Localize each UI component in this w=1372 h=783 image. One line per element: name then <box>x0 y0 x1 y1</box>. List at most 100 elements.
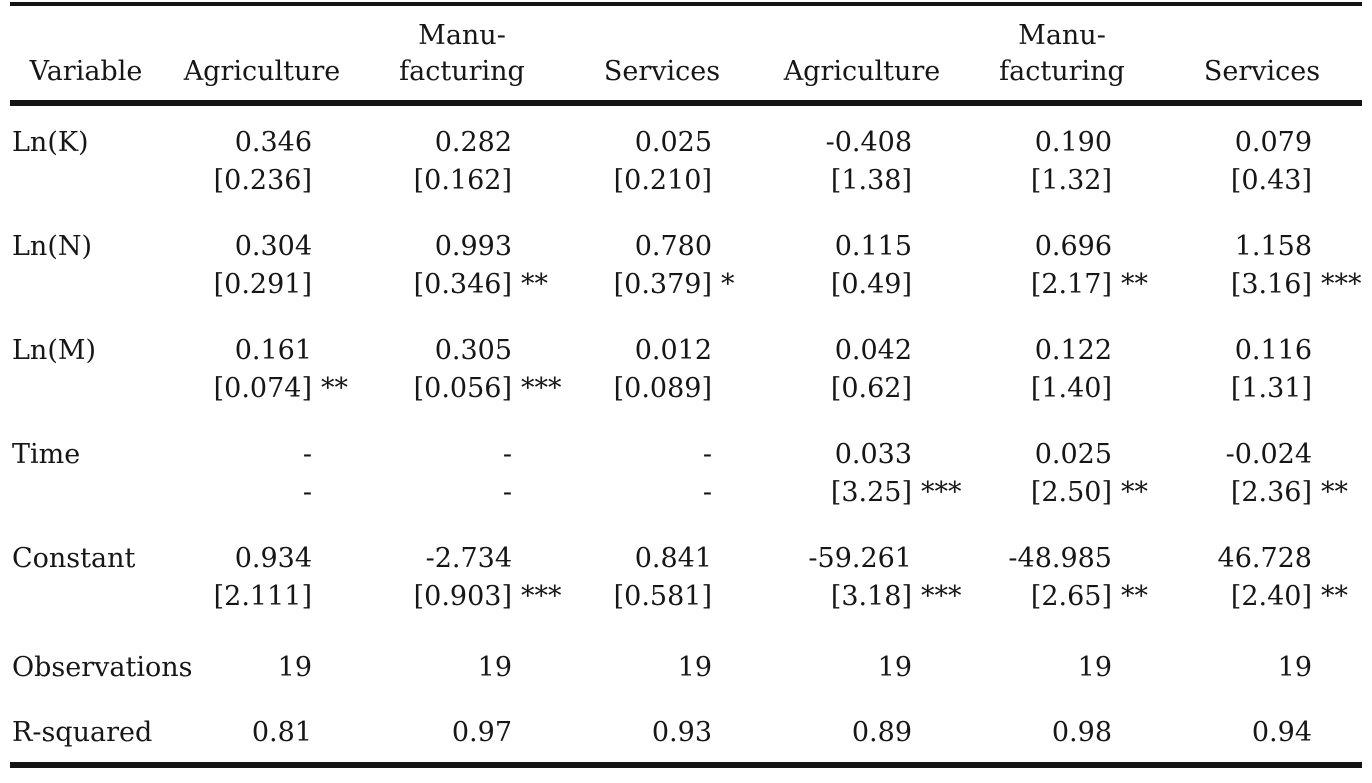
column-header-manufacturing-2: Manu- facturing <box>962 4 1162 106</box>
row-label: Ln(M) <box>12 335 97 366</box>
table-row-lnn: Ln(N) 0.304 [0.291] 0.993 [0.346] ** 0.78… <box>10 210 1362 314</box>
significance-stars: *** <box>1321 269 1362 300</box>
coefficient-value: - <box>502 439 512 470</box>
column-header-variable: Variable <box>10 4 162 106</box>
r-squared-value: 0.93 <box>651 717 712 748</box>
coefficient-value: 0.025 <box>634 127 712 158</box>
coefficient-value: 0.841 <box>634 543 712 574</box>
table-row-r-squared: R-squared 0.81 0.97 0.93 0.89 0.98 0.94 <box>10 695 1362 765</box>
standard-error-value: [2.40] <box>1230 581 1312 612</box>
standard-error-value: [2.50] <box>1030 477 1112 508</box>
data-cell: 46.728 [2.40] ** <box>1162 522 1362 626</box>
coefficient-value: 0.282 <box>434 127 512 158</box>
data-cell: 1.158 [3.16] *** <box>1162 210 1362 314</box>
coefficient-value: 0.696 <box>1034 231 1112 262</box>
data-cell: 0.161 [0.074] ** <box>162 314 362 418</box>
data-cell: 0.033 [3.25] *** <box>762 418 962 522</box>
data-cell: 0.98 <box>962 695 1162 765</box>
column-header-services-1: Services <box>562 4 762 106</box>
data-cell: 0.346 [0.236] <box>162 103 362 210</box>
column-header-manufacturing-1: Manu- facturing <box>362 4 562 106</box>
data-cell: 0.304 [0.291] <box>162 210 362 314</box>
coefficient-value: 1.158 <box>1234 231 1312 262</box>
significance-stars: *** <box>521 373 562 404</box>
data-cell: - - <box>362 418 562 522</box>
standard-error-value: [0.236] <box>213 165 312 196</box>
coefficient-value: 46.728 <box>1217 543 1312 574</box>
standard-error-value: [1.31] <box>1230 373 1312 404</box>
data-cell: -0.408 [1.38] <box>762 103 962 210</box>
row-label: R-squared <box>12 717 153 748</box>
data-cell: 0.841 [0.581] <box>562 522 762 626</box>
coefficient-value: -0.024 <box>1225 439 1312 470</box>
significance-stars: ** <box>1121 477 1148 508</box>
significance-stars: *** <box>921 581 962 612</box>
standard-error-value: [1.38] <box>830 165 912 196</box>
data-cell: 0.993 [0.346] ** <box>362 210 562 314</box>
coefficient-value: 0.190 <box>1034 127 1112 158</box>
significance-stars: ** <box>1121 269 1148 300</box>
standard-error-value: [3.25] <box>830 477 912 508</box>
coefficient-value: 0.304 <box>234 231 312 262</box>
standard-error-value: - <box>702 477 712 508</box>
observations-value: 19 <box>677 652 712 683</box>
row-label: Ln(N) <box>12 231 93 262</box>
data-cell: 0.122 [1.40] <box>962 314 1162 418</box>
data-cell: 0.012 [0.089] <box>562 314 762 418</box>
coefficient-value: - <box>302 439 312 470</box>
standard-error-value: [2.65] <box>1030 581 1112 612</box>
significance-stars: ** <box>521 269 548 300</box>
coefficient-value: 0.033 <box>834 439 912 470</box>
coefficient-value: 0.025 <box>1034 439 1112 470</box>
column-header-agriculture-2: Agriculture <box>762 4 962 106</box>
data-cell: -48.985 [2.65] ** <box>962 522 1162 626</box>
data-cell: 0.115 [0.49] <box>762 210 962 314</box>
table-row-time: Time - - - - - - 0.033 [3.25] *** 0.025 [… <box>10 418 1362 522</box>
data-cell: 0.282 [0.162] <box>362 103 562 210</box>
coefficient-value: -48.985 <box>1008 543 1112 574</box>
coefficient-value: 0.780 <box>634 231 712 262</box>
data-cell: 19 <box>762 626 962 695</box>
data-cell: 0.116 [1.31] <box>1162 314 1362 418</box>
coefficient-value: 0.122 <box>1034 335 1112 366</box>
coefficient-value: 0.346 <box>234 127 312 158</box>
significance-stars: ** <box>321 373 348 404</box>
significance-stars: ** <box>1321 477 1348 508</box>
standard-error-value: [1.40] <box>1030 373 1112 404</box>
standard-error-value: [1.32] <box>1030 165 1112 196</box>
data-cell: - - <box>162 418 362 522</box>
regression-results-table: Variable Agriculture Manu- facturing Ser… <box>10 2 1362 768</box>
data-cell: 0.93 <box>562 695 762 765</box>
r-squared-value: 0.98 <box>1051 717 1112 748</box>
standard-error-value: [0.210] <box>613 165 712 196</box>
significance-stars: * <box>721 269 735 300</box>
standard-error-value: [0.074] <box>213 373 312 404</box>
significance-stars: *** <box>521 581 562 612</box>
data-cell: 0.81 <box>162 695 362 765</box>
row-label: Constant <box>12 543 136 574</box>
data-cell: 0.190 [1.32] <box>962 103 1162 210</box>
r-squared-value: 0.94 <box>1251 717 1312 748</box>
standard-error-value: [0.43] <box>1230 165 1312 196</box>
coefficient-value: -2.734 <box>425 543 512 574</box>
data-cell: 0.97 <box>362 695 562 765</box>
standard-error-value: - <box>302 477 312 508</box>
coefficient-value: 0.993 <box>434 231 512 262</box>
coefficient-value: 0.042 <box>834 335 912 366</box>
data-cell: -2.734 [0.903] *** <box>362 522 562 626</box>
significance-stars: ** <box>1321 581 1348 612</box>
data-cell: 19 <box>362 626 562 695</box>
standard-error-value: [0.62] <box>830 373 912 404</box>
standard-error-value: [2.17] <box>1030 269 1112 300</box>
data-cell: -59.261 [3.18] *** <box>762 522 962 626</box>
standard-error-value: [0.056] <box>413 373 512 404</box>
observations-value: 19 <box>477 652 512 683</box>
data-cell: 19 <box>162 626 362 695</box>
coefficient-value: 0.115 <box>834 231 912 262</box>
data-cell: 0.94 <box>1162 695 1362 765</box>
coefficient-value: 0.116 <box>1234 335 1312 366</box>
standard-error-value: [0.379] <box>613 269 712 300</box>
coefficient-value: 0.161 <box>234 335 312 366</box>
row-label: Ln(K) <box>12 127 89 158</box>
coefficient-value: 0.934 <box>234 543 312 574</box>
